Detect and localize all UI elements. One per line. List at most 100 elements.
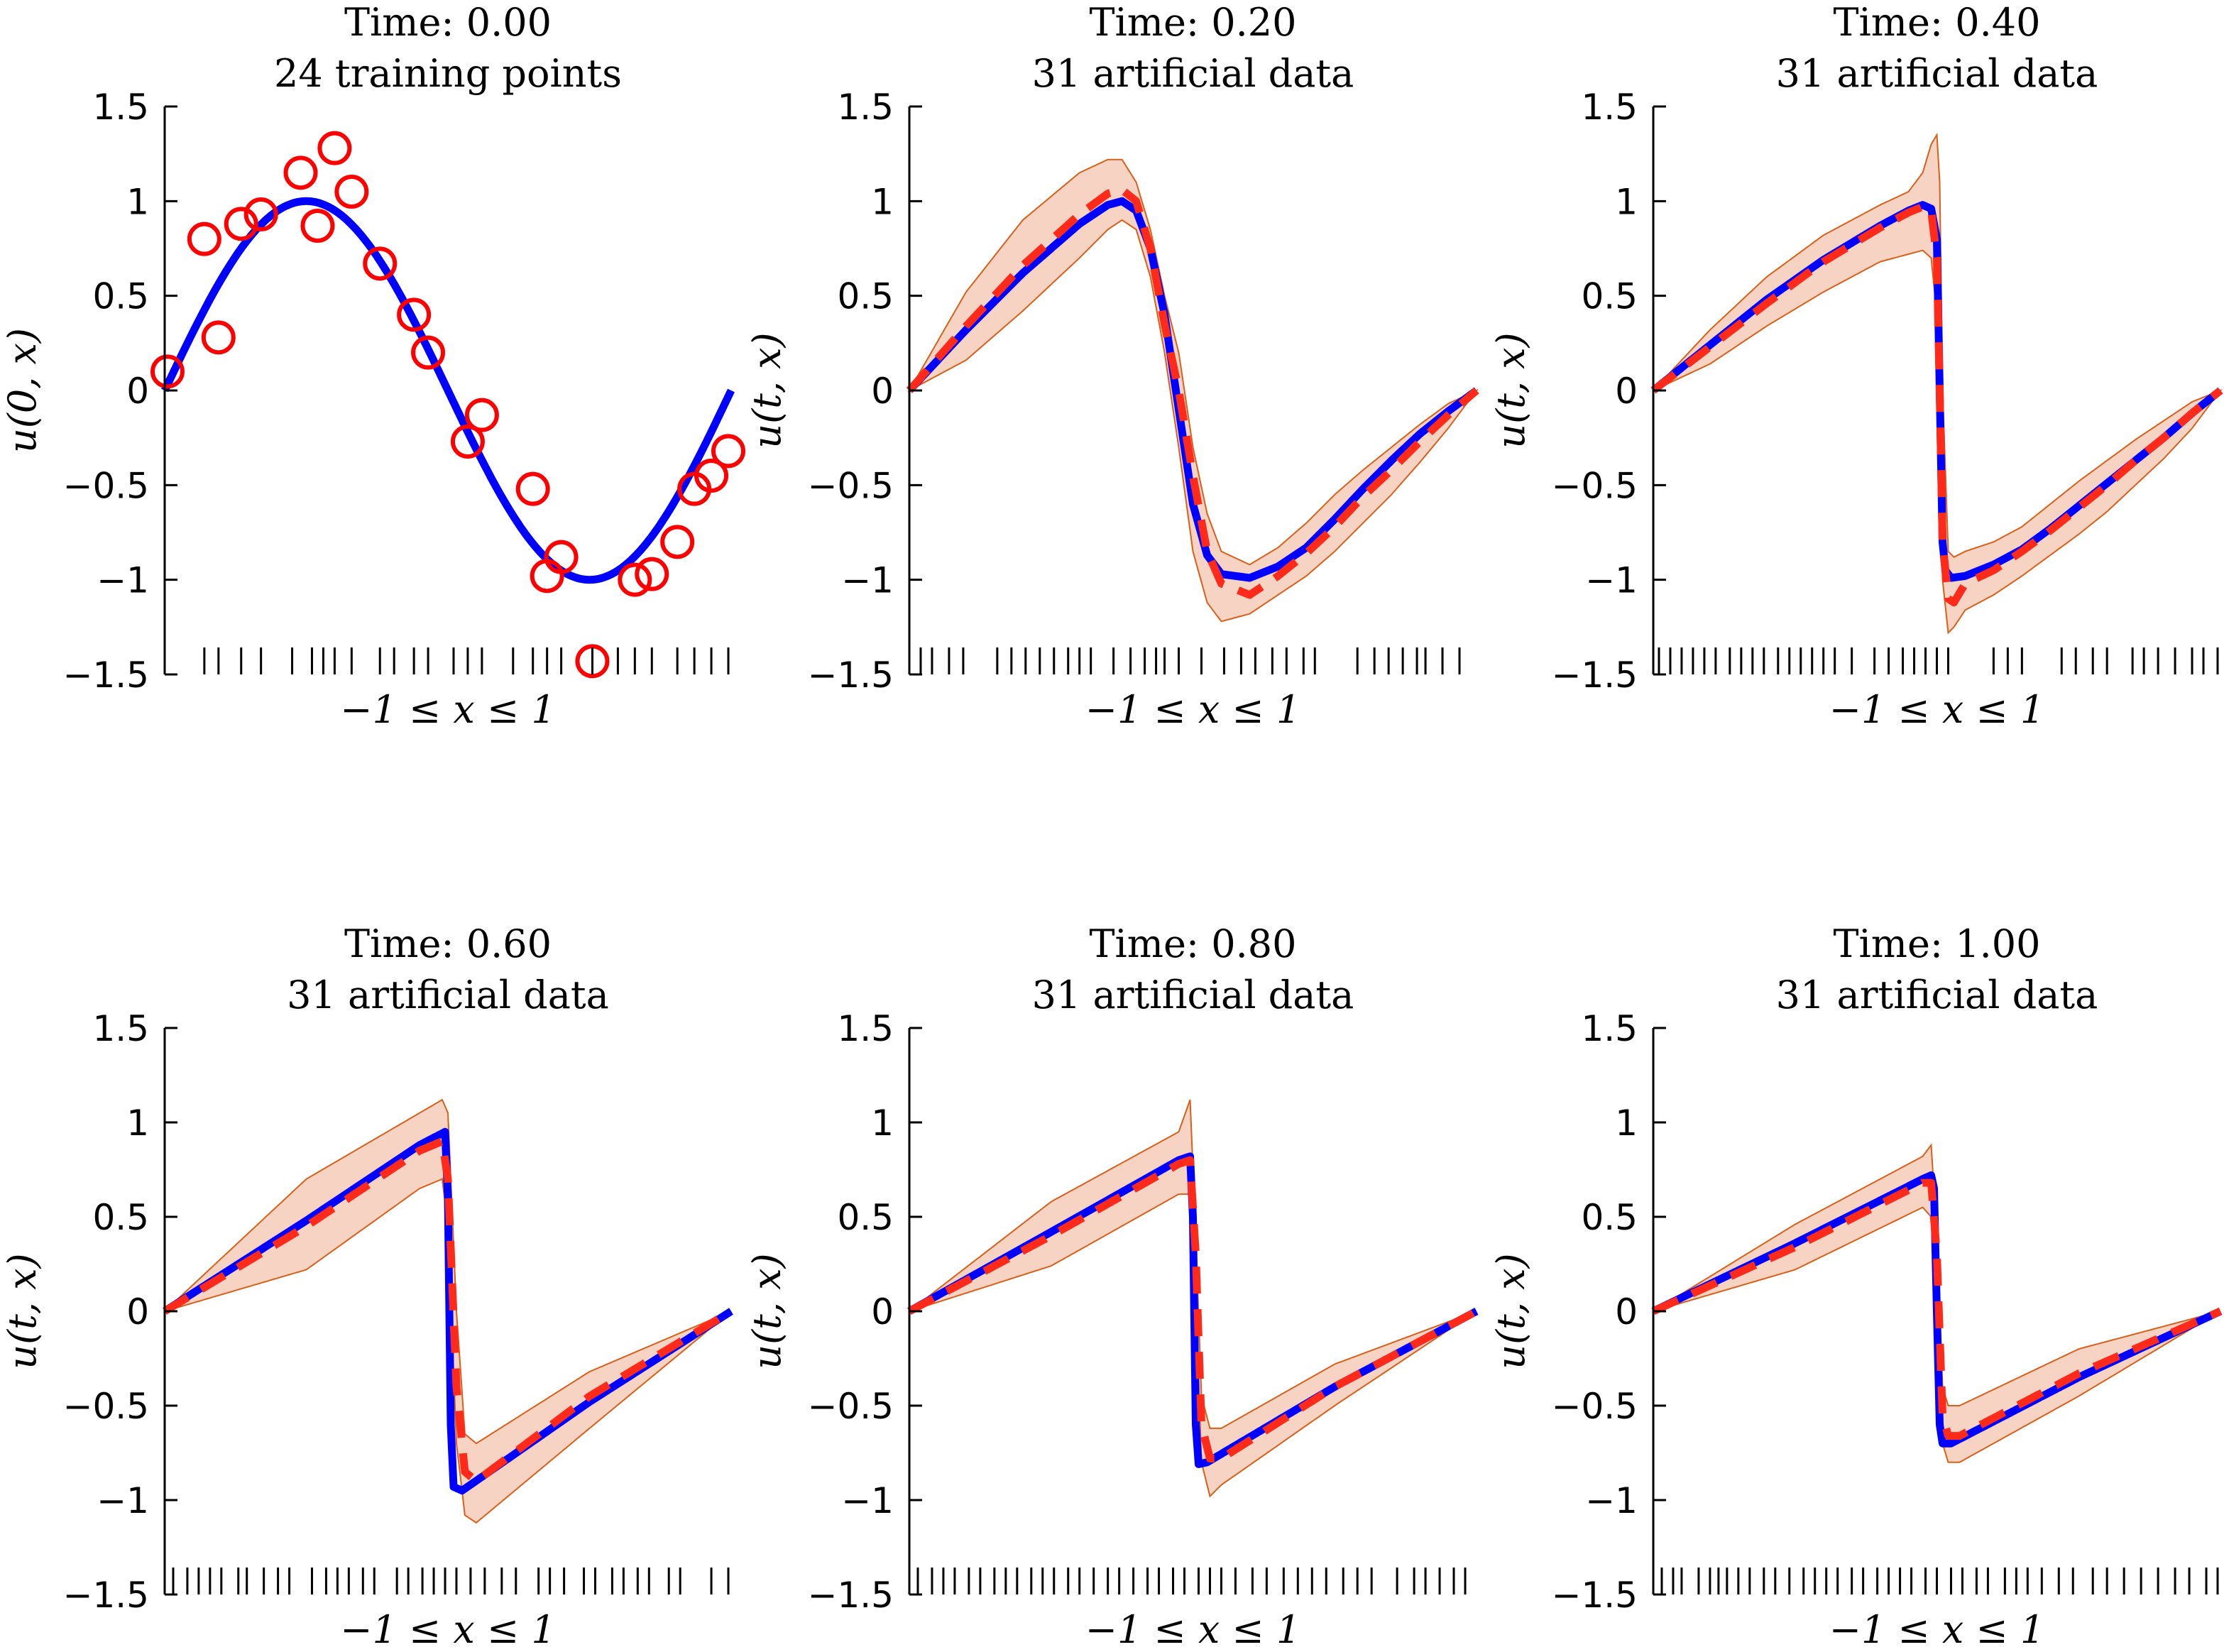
- x-axis-label: −1 ≤ x ≤ 1: [340, 1607, 556, 1652]
- y-tick-label: −1: [1585, 1480, 1638, 1521]
- training-point: [363, 246, 398, 281]
- y-tick-label: 1.5: [837, 1008, 894, 1049]
- confidence-band: [907, 158, 1479, 623]
- subplot-3: Time: 0.40 31 artificial data 1.5 1 0.5 0 −0.5…: [1489, 0, 2224, 732]
- subplot-title: Time: 0.20: [1089, 0, 1296, 45]
- training-point: [334, 175, 369, 209]
- y-tick-label: −1: [841, 1480, 894, 1521]
- training-point: [187, 221, 221, 256]
- y-tick-label: −1: [1585, 560, 1638, 601]
- y-tick-label: 0: [871, 1291, 894, 1333]
- training-point: [660, 525, 695, 559]
- y-tick-label: 0.5: [837, 276, 894, 317]
- training-point: [711, 434, 746, 469]
- training-point: [544, 540, 579, 574]
- x-axis-label: −1 ≤ x ≤ 1: [340, 687, 556, 732]
- y-tick-label: 1: [1615, 1103, 1638, 1144]
- y-tick-label: 1: [871, 181, 894, 222]
- rug-marks: [916, 1568, 1467, 1594]
- training-point: [283, 155, 318, 190]
- y-tick-label: −1: [97, 1480, 149, 1521]
- y-tick-label: 0.5: [1581, 276, 1638, 317]
- subplot-title: Time: 0.40: [1833, 0, 2040, 45]
- y-tick-label: 1.5: [92, 1008, 149, 1049]
- subplot-4: Time: 0.60 31 artificial data 1.5 1 0.5 0 −0.5…: [0, 921, 735, 1652]
- subplot-title: Time: 0.60: [344, 921, 552, 966]
- subplot-title: Time: 0.80: [1089, 921, 1296, 966]
- training-point: [635, 557, 669, 591]
- training-point: [515, 471, 550, 506]
- y-tick-label: −1.5: [63, 1575, 149, 1616]
- y-axis-label: u(t, x): [0, 1253, 45, 1369]
- y-tick-label: −0.5: [808, 465, 894, 506]
- subplot-subtitle: 31 artificial data: [1032, 51, 1354, 96]
- training-point: [618, 562, 652, 597]
- training-point: [300, 209, 335, 243]
- subplot-title: Time: 0.00: [344, 0, 552, 45]
- rug-marks: [172, 1568, 730, 1594]
- subplot-5: Time: 0.80 31 artificial data 1.5 1 0.5 0 −0.5…: [745, 921, 1480, 1652]
- training-point: [411, 335, 446, 370]
- training-point: [150, 354, 185, 389]
- subplot-subtitle: 31 artificial data: [1776, 51, 2098, 96]
- y-tick-label: 0: [126, 371, 149, 412]
- y-tick-label: 1: [126, 1103, 149, 1144]
- y-tick-label: −1.5: [1552, 655, 1638, 696]
- prediction-mean-line: [906, 1156, 1480, 1462]
- training-point: [317, 131, 352, 165]
- y-tick-label: −1.5: [63, 655, 149, 696]
- exact-solution-line: [906, 197, 1480, 582]
- y-tick-label: 0: [126, 1291, 149, 1333]
- y-tick-label: −0.5: [1552, 465, 1638, 506]
- prediction-mean-line: [1650, 1178, 2224, 1440]
- y-tick-label: 0.5: [1581, 1197, 1638, 1238]
- y-tick-label: 1: [871, 1103, 894, 1144]
- prediction-mean-line: [161, 1137, 735, 1485]
- training-point: [450, 425, 485, 459]
- y-tick-label: −1.5: [808, 1575, 894, 1616]
- training-point: [694, 459, 729, 493]
- y-tick-label: −0.5: [63, 1386, 149, 1427]
- training-point: [243, 197, 278, 231]
- subplot-1: Time: 0.00 24 training points 1.5 1 0.5 0 −0.5…: [0, 0, 746, 732]
- rug-marks: [1658, 647, 2219, 674]
- y-axis-label: u(t, x): [745, 332, 789, 448]
- subplot-subtitle: 31 artificial data: [1776, 973, 2098, 1017]
- y-axis-label: u(0, x): [0, 328, 45, 453]
- y-tick-label: 1: [1615, 181, 1638, 222]
- y-tick-label: −1: [841, 560, 894, 601]
- y-tick-label: 1.5: [1581, 1008, 1638, 1049]
- y-tick-label: 1: [126, 181, 149, 222]
- y-tick-label: 0: [1615, 371, 1638, 412]
- y-tick-label: 0.5: [92, 1197, 149, 1238]
- y-tick-label: 0: [1615, 1291, 1638, 1333]
- x-axis-label: −1 ≤ x ≤ 1: [1829, 687, 2045, 732]
- y-tick-label: 1.5: [92, 87, 149, 128]
- subplot-subtitle: 24 training points: [274, 51, 622, 96]
- exact-solution-line: [161, 197, 735, 584]
- y-axis-label: u(t, x): [1489, 1253, 1533, 1369]
- training-point: [464, 398, 499, 432]
- y-tick-label: −0.5: [1552, 1386, 1638, 1427]
- y-tick-label: −1.5: [1552, 1575, 1638, 1616]
- y-tick-label: 0.5: [837, 1197, 894, 1238]
- y-axis-label: u(t, x): [745, 1253, 789, 1369]
- training-point: [224, 207, 258, 241]
- y-tick-label: 1.5: [1581, 87, 1638, 128]
- subplot-subtitle: 31 artificial data: [287, 973, 609, 1017]
- exact-solution-line: [161, 1127, 735, 1495]
- y-tick-label: −0.5: [63, 465, 149, 506]
- rug-marks: [1660, 1568, 2219, 1594]
- training-point: [575, 644, 610, 679]
- x-axis-label: −1 ≤ x ≤ 1: [1085, 687, 1301, 732]
- prediction-mean-line: [1650, 202, 2224, 607]
- subplot-2: Time: 0.20 31 artificial data 1.5 1 0.5 0 −0.5…: [745, 0, 1480, 732]
- x-axis-label: −1 ≤ x ≤ 1: [1085, 1607, 1301, 1652]
- y-tick-label: 0.5: [92, 276, 149, 317]
- rug-marks: [919, 647, 1461, 674]
- prediction-mean-line: [906, 185, 1480, 599]
- subplot-title: Time: 1.00: [1833, 921, 2040, 966]
- y-tick-label: −0.5: [808, 1386, 894, 1427]
